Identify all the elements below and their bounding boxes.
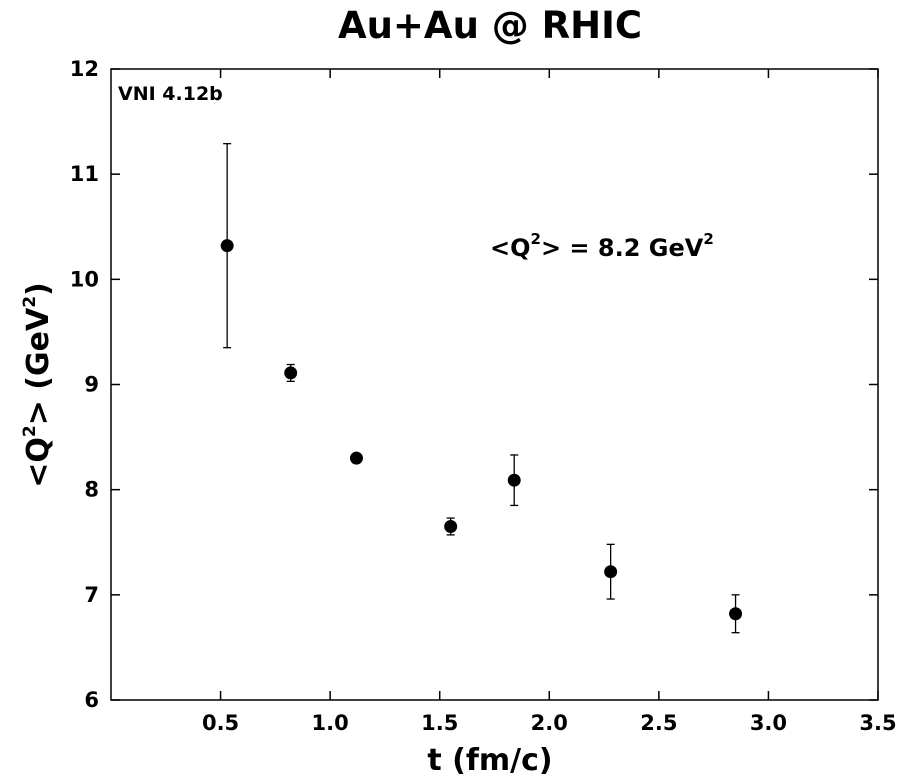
y-axis-title: <Q2> (GeV2): [20, 282, 56, 488]
data-point: [507, 473, 521, 487]
x-tick-label: 1.0: [312, 711, 349, 735]
data-point: [604, 565, 618, 579]
x-tick-label: 2.0: [531, 711, 568, 735]
chart-title: Au+Au @ RHIC: [338, 4, 642, 47]
y-tick-label: 7: [84, 583, 99, 607]
y-tick-label: 6: [84, 688, 99, 712]
y-tick-label: 11: [70, 162, 99, 186]
x-axis-title: t (fm/c): [427, 743, 552, 778]
data-point: [349, 451, 363, 465]
mean-q2-annotation: <Q2> = 8.2 GeV2: [490, 230, 714, 262]
data-point: [729, 607, 743, 621]
y-tick-label: 12: [70, 57, 99, 81]
x-tick-label: 3.0: [750, 711, 787, 735]
generator-label: VNI 4.12b: [118, 83, 223, 105]
data-point: [220, 239, 234, 253]
plot-frame: [110, 68, 879, 701]
data-points: [220, 143, 743, 634]
x-axis: 0.5 1.0 1.5 2.0 2.5 3.0 3.5: [202, 69, 897, 735]
data-point: [284, 366, 298, 380]
data-point: [444, 519, 458, 533]
y-tick-label: 8: [84, 478, 99, 502]
y-tick-label: 10: [70, 267, 99, 291]
x-tick-label: 1.5: [421, 711, 458, 735]
x-tick-label: 0.5: [202, 711, 239, 735]
x-tick-label: 2.5: [640, 711, 677, 735]
y-axis: 6 7 8 9 10 11 12: [70, 57, 878, 712]
x-tick-label: 3.5: [859, 711, 896, 735]
y-tick-label: 9: [84, 373, 99, 397]
